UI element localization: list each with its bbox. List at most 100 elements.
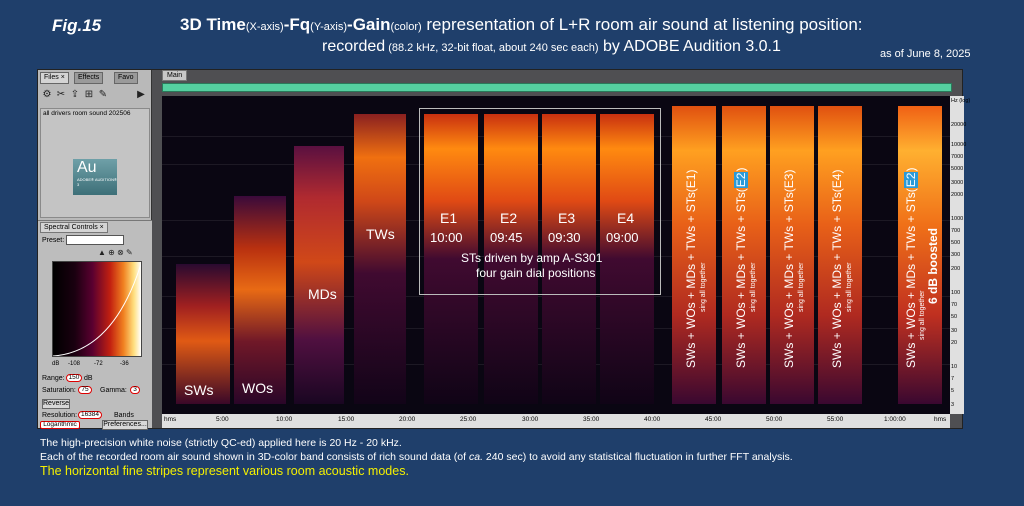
spectral-display[interactable]: SWs WOs MDs TWs E1 E2 E3 E4 10:00 09:45 … xyxy=(162,96,950,414)
sing-label-boosted: sing all together xyxy=(919,290,926,340)
insert-icon[interactable]: ⊞ xyxy=(84,89,94,100)
freq-tick: 1000 xyxy=(951,216,964,222)
footer-note-data: Each of the recorded room air sound show… xyxy=(40,451,793,463)
freq-tick: 200 xyxy=(951,266,961,272)
time-tick: 50:00 xyxy=(766,416,783,423)
band-tws xyxy=(354,114,406,404)
preset-label: Preset: xyxy=(42,237,65,244)
freq-tick: 3 xyxy=(951,402,955,408)
curve-axis-tick: -36 xyxy=(120,361,129,367)
tab-favorites[interactable]: Favo xyxy=(114,72,138,84)
time-tick: 40:00 xyxy=(644,416,661,423)
sing-label-e1: sing all together xyxy=(700,262,707,312)
vertical-label-e4: SWs + WOs + MDs + TWs + STs(E4) xyxy=(830,169,844,368)
curve-axis-tick: -72 xyxy=(94,361,103,367)
file-item[interactable]: all drivers room sound 202506 xyxy=(43,110,131,117)
logarithmic-button[interactable]: Logarithmic xyxy=(40,421,80,429)
reverse-button[interactable]: Reverse xyxy=(42,399,70,409)
saturation-label: Saturation: xyxy=(42,387,76,394)
label-time-e4: 09:00 xyxy=(606,230,639,245)
resolution-label: Resolution: xyxy=(42,412,78,419)
preferences-button[interactable]: Preferences... xyxy=(102,420,148,430)
time-tick: 35:00 xyxy=(583,416,600,423)
tab-effects[interactable]: Effects xyxy=(74,72,104,84)
as-of-date: as of June 8, 2025 xyxy=(880,48,971,60)
freq-tick: 50 xyxy=(951,314,958,320)
range-input[interactable]: 150 xyxy=(66,374,82,382)
time-tick: 55:00 xyxy=(827,416,844,423)
freq-tick: 2000 xyxy=(951,192,964,198)
range-unit: dB xyxy=(84,375,93,382)
freq-tick: 5000 xyxy=(951,166,964,172)
left-panel: Files × Effects Favo ⚙ ✂ ⇪ ⊞ ✎ ▶ all dri… xyxy=(38,70,152,430)
figure-subtitle: recorded (88.2 kHz, 32-bit float, about … xyxy=(322,38,781,55)
freq-tick: 20000 xyxy=(951,122,967,128)
color-gradient-curve[interactable] xyxy=(52,261,142,357)
freq-tick: 100 xyxy=(951,290,961,296)
range-label: Range: xyxy=(42,375,65,382)
time-axis: hms 5:00 10:00 15:00 20:00 25:00 30:00 3… xyxy=(162,414,950,428)
label-e4: E4 xyxy=(617,210,635,226)
freq-tick: 20 xyxy=(951,340,958,346)
spectral-controls-panel: Spectral Controls × Preset: ▲ ⊕ ⊗ ✎ dB -… xyxy=(38,220,152,430)
saturation-input[interactable]: 75 xyxy=(78,386,92,394)
time-tick: 1:00:00 xyxy=(884,416,906,423)
time-axis-unit: hms xyxy=(934,416,947,423)
band-e2 xyxy=(484,114,538,404)
gamma-input[interactable]: 3 xyxy=(130,386,140,394)
footer-note-noise: The high-precision white noise (strictly… xyxy=(40,437,402,449)
freq-tick: 3000 xyxy=(951,180,964,186)
time-axis-unit: hms xyxy=(164,416,177,423)
curve-axis-db: dB xyxy=(52,361,60,367)
freq-tick: 700 xyxy=(951,228,961,234)
preset-tool-icons[interactable]: ▲ ⊕ ⊗ ✎ xyxy=(98,248,133,257)
freq-tick: 7000 xyxy=(951,154,964,160)
edit-file-icon[interactable]: ✎ xyxy=(98,89,108,100)
label-wos: WOs xyxy=(242,380,274,396)
file-list: all drivers room sound 202506 Au ADOBE® A… xyxy=(40,108,150,218)
band-all-e2 xyxy=(722,106,766,404)
label-time-e2: 09:45 xyxy=(490,230,523,245)
band-all-e3 xyxy=(770,106,814,404)
label-time-e3: 09:30 xyxy=(548,230,581,245)
label-sws: SWs xyxy=(184,382,214,398)
time-tick: 30:00 xyxy=(522,416,539,423)
band-e3 xyxy=(542,114,596,404)
figure-title: 3D Time(X-axis)-Fq(Y-axis)-Gain(color) r… xyxy=(180,15,863,34)
import-icon[interactable]: ⇪ xyxy=(70,89,80,100)
sts-highlight-box xyxy=(419,108,661,295)
band-mds xyxy=(294,146,344,404)
label-sts-amp: STs driven by amp A-S301 xyxy=(461,251,603,265)
sing-label-e3: sing all together xyxy=(798,262,805,312)
label-tws: TWs xyxy=(366,226,395,242)
label-mds: MDs xyxy=(308,286,337,302)
audition-window: Files × Effects Favo ⚙ ✂ ⇪ ⊞ ✎ ▶ all dri… xyxy=(37,69,970,430)
frequency-axis: Hz (log) 20000 10000 7000 5000 3000 2000… xyxy=(950,96,970,414)
vertical-label-e2-boosted: SWs + WOs + MDs + TWs + STs(E2) xyxy=(904,167,918,368)
freq-tick: 10 xyxy=(951,364,958,370)
footer-note-room-modes: The horizontal fine stripes represent va… xyxy=(40,464,409,478)
freq-tick: 500 xyxy=(951,240,961,246)
time-tick: 20:00 xyxy=(399,416,416,423)
tab-files[interactable]: Files × xyxy=(40,72,69,84)
sing-label-e2: sing all together xyxy=(750,262,757,312)
band-e1 xyxy=(424,114,478,404)
open-file-icon[interactable]: ⚙ xyxy=(42,89,52,100)
time-tick: 5:00 xyxy=(216,416,229,423)
resolution-select[interactable]: 16384 xyxy=(78,411,102,419)
band-all-e2-boosted xyxy=(898,106,942,404)
band-all-e4 xyxy=(818,106,862,404)
label-sts-dial: four gain dial positions xyxy=(476,266,596,280)
band-sws xyxy=(176,264,230,404)
curve-axis-tick: -108 xyxy=(68,361,81,367)
tab-spectral-controls[interactable]: Spectral Controls × xyxy=(40,222,108,233)
overview-scrollbar[interactable] xyxy=(162,83,952,92)
freq-tick: 70 xyxy=(951,302,958,308)
freq-tick: 7 xyxy=(951,376,955,382)
time-tick: 15:00 xyxy=(338,416,355,423)
preset-dropdown[interactable] xyxy=(66,235,124,245)
close-file-icon[interactable]: ✂ xyxy=(56,89,66,100)
play-file-icon[interactable]: ▶ xyxy=(137,89,145,100)
tab-main[interactable]: Main xyxy=(162,70,188,81)
figure-label: Fig.15 xyxy=(52,16,102,35)
